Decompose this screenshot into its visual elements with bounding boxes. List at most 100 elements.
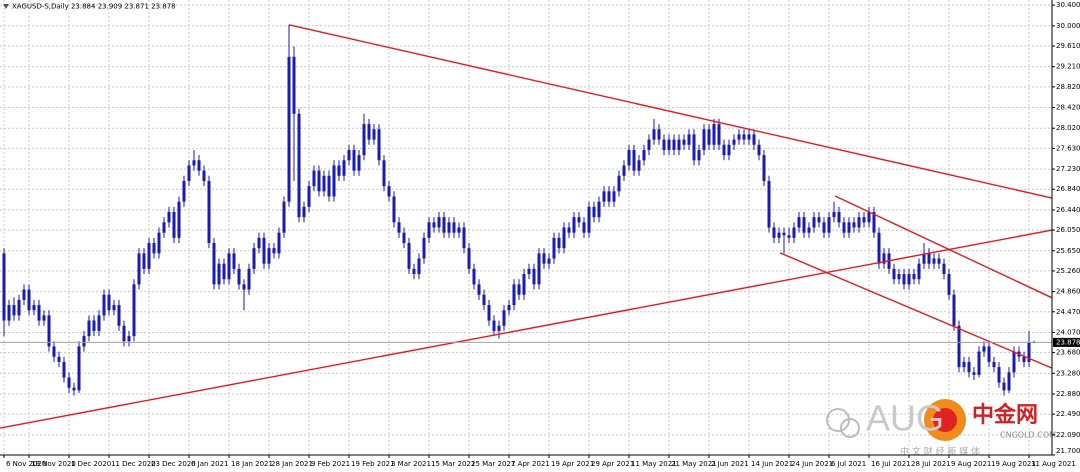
candle-body (812, 217, 816, 228)
candle-body (302, 206, 306, 218)
candle-body (247, 268, 251, 290)
candle-body (847, 222, 851, 233)
candle-body (752, 134, 756, 145)
candle-body (817, 217, 821, 223)
candle-body (157, 232, 161, 254)
candle-body (917, 263, 921, 280)
candle-body (587, 206, 591, 233)
y-tick-label: 24.860 (1056, 288, 1080, 296)
chart-title: XAGUSD-S,Daily 23.884 23.909 23.871 23.8… (12, 3, 176, 11)
candle-body (127, 336, 131, 342)
candle-body (627, 149, 631, 166)
candle-body (882, 253, 886, 264)
candle-body (942, 263, 946, 275)
candle-body (142, 253, 146, 269)
candle-body (187, 165, 191, 181)
brand-tagline: 中 文 财 经 新 媒 体 (900, 446, 980, 458)
candle-body (507, 305, 511, 311)
candle-body (202, 170, 206, 181)
candle-body (637, 160, 641, 171)
candle-body (957, 325, 961, 368)
x-tick-label: 29 Apr 2021 (591, 460, 634, 468)
candle-body (152, 243, 156, 254)
candle-body (97, 315, 101, 331)
x-tick-label: 28 Jan 2021 (271, 460, 313, 468)
candle-body (602, 191, 606, 202)
candle-body (22, 289, 26, 300)
y-tick-label: 26.840 (1056, 185, 1080, 193)
candle-body (177, 201, 181, 238)
candle-body (502, 310, 506, 326)
candle-body (727, 144, 731, 156)
x-tick-label: 11 May 2021 (631, 460, 677, 468)
candle-body (607, 191, 611, 202)
candle-body (117, 305, 121, 326)
candle-body (137, 253, 141, 285)
candle-body (512, 284, 516, 306)
candle-body (797, 217, 801, 228)
candle-body (912, 274, 916, 280)
candle-body (437, 217, 441, 228)
candle-body (977, 351, 981, 375)
trendline (779, 252, 1053, 369)
wechat-icon (840, 418, 860, 438)
y-tick-label: 25.650 (1056, 247, 1080, 255)
candle-body (992, 361, 996, 368)
candle-body (447, 222, 451, 233)
y-tick-label: 24.470 (1056, 308, 1080, 316)
candle-body (192, 160, 196, 166)
candle-body (577, 217, 581, 223)
candle-body (677, 139, 681, 150)
candle-body (617, 175, 621, 192)
y-tick-label: 23.680 (1056, 349, 1080, 357)
candle-body (182, 180, 186, 202)
candle-body (877, 232, 881, 264)
y-tick-label: 22.880 (1056, 390, 1080, 398)
y-tick-label: 22.090 (1056, 431, 1080, 439)
candle-body (212, 243, 216, 285)
candle-body (737, 134, 741, 140)
candle-body (537, 253, 541, 285)
candle-body (312, 170, 316, 187)
candle-body (707, 129, 711, 145)
candle-body (482, 294, 486, 306)
x-tick-label: 14 Jun 2021 (751, 460, 793, 468)
candle-body (292, 56, 296, 114)
candle-body (892, 268, 896, 280)
candle-body (467, 248, 471, 269)
candle-body (147, 243, 151, 269)
candle-body (597, 201, 601, 218)
candle-body (652, 129, 656, 140)
y-tick-label: 26.440 (1056, 206, 1080, 214)
candle-body (982, 346, 986, 352)
candle-body (262, 237, 266, 264)
x-tick-label: 31 Aug 2021 (1031, 460, 1076, 468)
candle-body (367, 124, 371, 140)
candle-body (742, 134, 746, 140)
candle-body (237, 268, 241, 285)
x-tick-label: 15 Mar 2021 (431, 460, 475, 468)
x-tick-label: 6 Jan 2021 (191, 460, 229, 468)
candle-body (2, 253, 6, 321)
candle-body (967, 361, 971, 373)
x-tick-label: 19 Nov 2020 (31, 460, 76, 468)
candle-body (962, 361, 966, 368)
candle-body (172, 211, 176, 238)
candle-body (997, 367, 1001, 383)
candle-body (567, 227, 571, 233)
candle-body (372, 129, 376, 140)
candle-body (277, 232, 281, 254)
brand-logo (933, 408, 957, 432)
candle-body (732, 139, 736, 145)
x-tick-label: 28 Jul 2021 (911, 460, 951, 468)
candle-body (102, 294, 106, 316)
candle-body (47, 315, 51, 347)
candle-body (42, 315, 46, 321)
y-tick-label: 26.050 (1056, 226, 1080, 234)
candle-body (532, 268, 536, 285)
symbol-icon (3, 4, 9, 9)
candle-body (407, 243, 411, 269)
candle-body (297, 113, 301, 218)
last-price-box (1053, 337, 1080, 347)
